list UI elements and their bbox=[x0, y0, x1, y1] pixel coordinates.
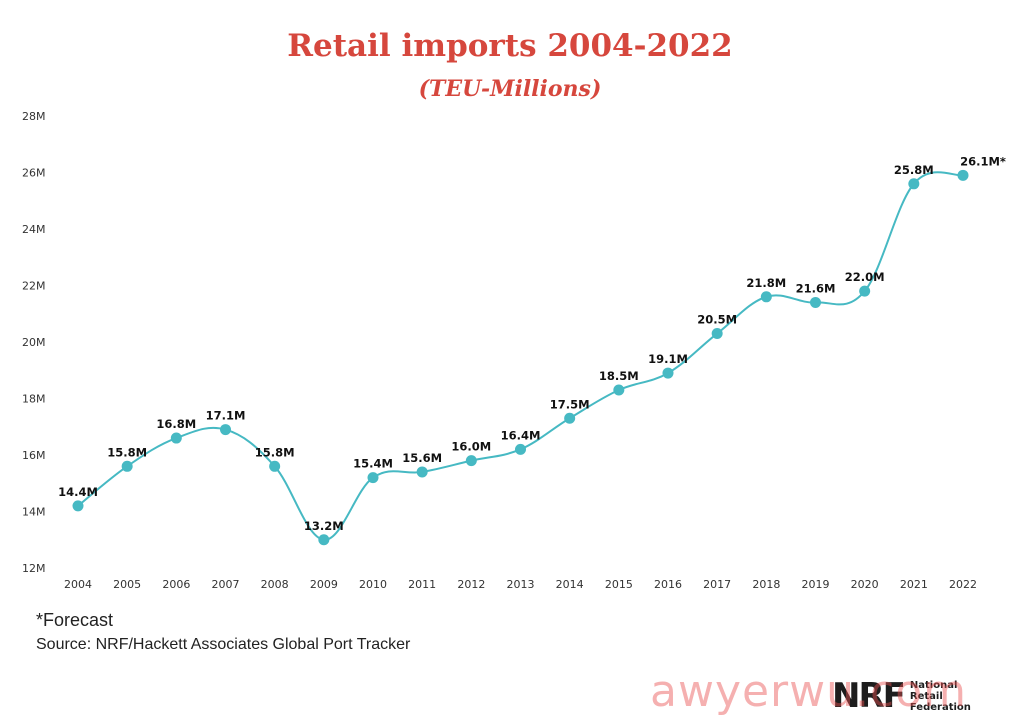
data-label: 15.4M bbox=[353, 457, 393, 471]
x-tick-label: 2006 bbox=[162, 578, 190, 591]
data-label: 16.4M bbox=[501, 428, 541, 442]
chart-title: Retail imports 2004-2022 bbox=[287, 28, 733, 64]
data-label: 18.5M bbox=[599, 369, 639, 383]
logo-line-2: Retail bbox=[909, 690, 943, 702]
x-tick-label: 2011 bbox=[408, 578, 436, 591]
data-point bbox=[908, 178, 920, 190]
data-point bbox=[760, 291, 772, 303]
y-tick-label: 22M bbox=[22, 280, 46, 293]
data-label: 15.6M bbox=[402, 451, 442, 465]
data-label: 20.5M bbox=[697, 313, 737, 327]
logo-mark: NRF bbox=[832, 676, 906, 716]
data-points bbox=[72, 169, 969, 546]
logo-line-3: Federation bbox=[909, 701, 971, 713]
x-tick-label: 2019 bbox=[802, 578, 830, 591]
x-tick-label: 2018 bbox=[752, 578, 780, 591]
forecast-footnote: *Forecast bbox=[36, 610, 114, 630]
data-point bbox=[220, 424, 231, 436]
x-tick-label: 2013 bbox=[507, 578, 535, 591]
data-label: 19.1M bbox=[648, 352, 688, 366]
x-tick-label: 2005 bbox=[113, 578, 141, 591]
y-tick-label: 14M bbox=[22, 506, 46, 519]
data-label: 21.6M bbox=[796, 281, 836, 295]
x-tick-label: 2021 bbox=[900, 578, 928, 591]
data-label: 13.2M bbox=[304, 519, 344, 533]
data-point bbox=[711, 328, 723, 340]
y-tick-label: 16M bbox=[22, 449, 46, 462]
data-label: 17.5M bbox=[550, 397, 590, 411]
data-labels: 14.4M 15.8M 16.8M 17.1M 15.8M 13.2M 15.4M 15.6M… bbox=[58, 154, 1006, 532]
data-label: 21.8M bbox=[746, 276, 786, 290]
y-tick-label: 20M bbox=[22, 336, 46, 349]
data-label: 16.8M bbox=[156, 417, 196, 431]
logo-line-1: National bbox=[909, 679, 958, 691]
x-tick-label: 2007 bbox=[212, 578, 240, 591]
data-label: 26.1M* bbox=[960, 154, 1006, 168]
x-tick-label: 2012 bbox=[457, 578, 485, 591]
data-point bbox=[121, 460, 133, 472]
data-label: 15.8M bbox=[107, 445, 147, 459]
data-label: 16.0M bbox=[451, 440, 491, 454]
source-footnote: Source: NRF/Hackett Associates Global Po… bbox=[36, 636, 411, 653]
data-point bbox=[564, 412, 576, 424]
data-point bbox=[515, 443, 526, 455]
data-point bbox=[613, 384, 625, 396]
data-point bbox=[810, 296, 821, 308]
y-axis-ticks: 12M 14M 16M 18M 20M 22M 24M 26M 28M bbox=[22, 110, 46, 575]
x-tick-label: 2004 bbox=[64, 578, 92, 591]
x-tick-label: 2022 bbox=[949, 578, 977, 591]
x-tick-label: 2016 bbox=[654, 578, 682, 591]
data-point bbox=[367, 472, 379, 484]
x-tick-label: 2010 bbox=[359, 578, 387, 591]
data-point bbox=[957, 169, 969, 181]
x-tick-label: 2008 bbox=[261, 578, 289, 591]
logo-text: National Retail Federation bbox=[910, 680, 971, 713]
x-tick-label: 2014 bbox=[556, 578, 584, 591]
chart-subtitle: (TEU-Millions) bbox=[419, 76, 602, 102]
data-point bbox=[859, 285, 871, 297]
data-label: 22.0M bbox=[845, 270, 885, 284]
x-tick-label: 2015 bbox=[605, 578, 633, 591]
data-point bbox=[416, 466, 428, 478]
series-line bbox=[77, 171, 964, 541]
nrf-logo: NRF National Retail Federation bbox=[832, 676, 971, 716]
data-point bbox=[465, 455, 477, 467]
y-tick-label: 26M bbox=[22, 167, 46, 180]
x-tick-label: 2017 bbox=[703, 578, 731, 591]
y-tick-label: 24M bbox=[22, 223, 46, 236]
data-point bbox=[170, 432, 182, 444]
data-label: 25.8M bbox=[894, 163, 934, 177]
data-point bbox=[662, 367, 674, 379]
data-label: 14.4M bbox=[58, 485, 98, 499]
y-tick-label: 28M bbox=[22, 110, 46, 123]
x-tick-label: 2009 bbox=[310, 578, 338, 591]
y-tick-label: 12M bbox=[22, 562, 46, 575]
x-axis-ticks: 2004 2005 2006 2007 2008 2009 2010 2011 2012 2013… bbox=[64, 578, 977, 591]
data-point bbox=[269, 460, 281, 472]
y-tick-label: 18M bbox=[22, 393, 46, 406]
x-tick-label: 2020 bbox=[851, 578, 879, 591]
data-point bbox=[318, 534, 330, 546]
data-point bbox=[72, 500, 84, 512]
data-label: 15.8M bbox=[255, 445, 295, 459]
data-label: 17.1M bbox=[206, 409, 246, 423]
